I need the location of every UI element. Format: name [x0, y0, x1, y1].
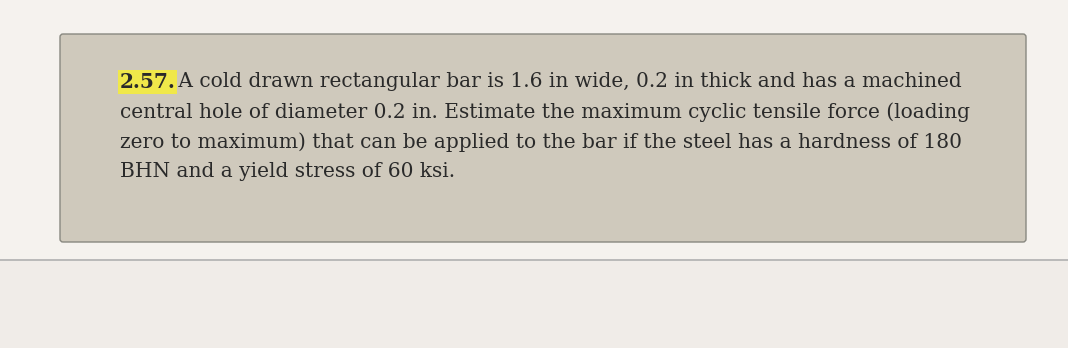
Text: central hole of diameter 0.2 in. Estimate the maximum cyclic tensile force (load: central hole of diameter 0.2 in. Estimat… — [120, 102, 970, 122]
Text: BHN and a yield stress of 60 ksi.: BHN and a yield stress of 60 ksi. — [120, 162, 455, 181]
Text: zero to maximum) that can be applied to the bar if the steel has a hardness of 1: zero to maximum) that can be applied to … — [120, 132, 962, 152]
Text: A cold drawn rectangular bar is 1.6 in wide, 0.2 in thick and has a machined: A cold drawn rectangular bar is 1.6 in w… — [172, 72, 962, 91]
Text: 2.57.: 2.57. — [120, 72, 176, 92]
FancyBboxPatch shape — [60, 34, 1026, 242]
Bar — [0, 0, 1068, 260]
Bar — [0, 260, 1068, 348]
